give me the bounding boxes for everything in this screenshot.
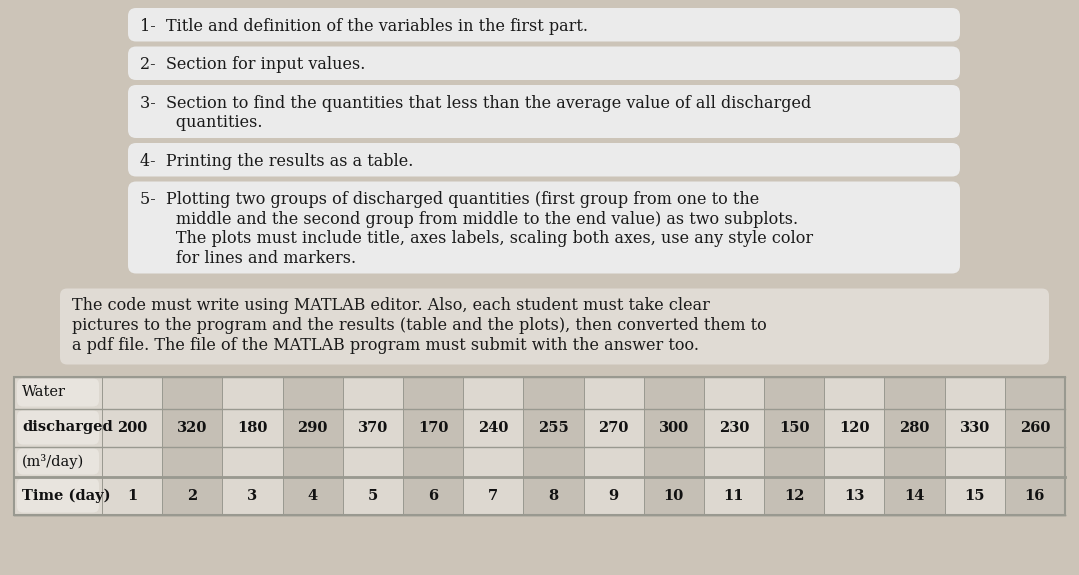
Text: 4: 4 [308,489,317,503]
Bar [764,377,824,515]
Text: 3-  Section to find the quantities that less than the average value of all disch: 3- Section to find the quantities that l… [140,95,811,112]
Bar [704,377,764,515]
FancyBboxPatch shape [17,478,99,512]
Text: 320: 320 [177,420,207,435]
Text: 11: 11 [724,489,745,503]
FancyBboxPatch shape [60,289,1049,365]
Text: for lines and markers.: for lines and markers. [140,250,356,267]
Text: middle and the second group from middle to the end value) as two subplots.: middle and the second group from middle … [140,211,798,228]
Text: 10: 10 [664,489,684,503]
Text: 300: 300 [658,420,688,435]
FancyBboxPatch shape [128,8,960,41]
Bar [584,377,644,515]
Bar [463,377,523,515]
Text: 240: 240 [478,420,508,435]
Text: 6: 6 [428,489,438,503]
Text: 5-  Plotting two groups of discharged quantities (first group from one to the: 5- Plotting two groups of discharged qua… [140,191,760,208]
Bar [402,377,463,515]
Bar [644,377,704,515]
Text: 9: 9 [609,489,618,503]
FancyBboxPatch shape [128,85,960,138]
Text: 16: 16 [1025,489,1046,503]
FancyBboxPatch shape [17,411,99,444]
Text: 2: 2 [187,489,197,503]
Text: 8: 8 [548,489,559,503]
Text: 230: 230 [719,420,749,435]
Text: 3: 3 [247,489,258,503]
Bar [523,377,584,515]
Text: 1: 1 [127,489,137,503]
Text: a pdf file. The file of the MATLAB program must submit with the answer too.: a pdf file. The file of the MATLAB progr… [72,336,699,354]
Text: 370: 370 [358,420,388,435]
Text: pictures to the program and the results (table and the plots), then converted th: pictures to the program and the results … [72,316,767,333]
Bar [283,377,343,515]
Text: discharged: discharged [22,420,112,435]
Text: 170: 170 [418,420,448,435]
Text: 120: 120 [839,420,870,435]
Text: 330: 330 [959,420,989,435]
Text: 2-  Section for input values.: 2- Section for input values. [140,56,366,74]
Text: Time (day): Time (day) [22,488,110,503]
Text: quantities.: quantities. [140,114,262,132]
Text: 5: 5 [368,489,378,503]
FancyBboxPatch shape [128,182,960,274]
Text: 15: 15 [965,489,985,503]
Bar [14,377,1065,515]
Text: (m³/day): (m³/day) [22,454,84,469]
FancyBboxPatch shape [17,378,99,407]
Bar [162,377,222,515]
Text: Water: Water [22,385,66,400]
Text: 12: 12 [784,489,805,503]
Text: 1-  Title and definition of the variables in the first part.: 1- Title and definition of the variables… [140,18,588,35]
Bar [222,377,283,515]
Text: 290: 290 [298,420,328,435]
Text: 7: 7 [488,489,498,503]
Bar [1005,377,1065,515]
Text: The code must write using MATLAB editor. Also, each student must take clear: The code must write using MATLAB editor.… [72,297,710,313]
Text: 280: 280 [899,420,930,435]
Text: 4-  Printing the results as a table.: 4- Printing the results as a table. [140,153,413,170]
Text: 14: 14 [904,489,925,503]
Text: The plots must include title, axes labels, scaling both axes, use any style colo: The plots must include title, axes label… [140,231,814,247]
FancyBboxPatch shape [17,448,99,474]
FancyBboxPatch shape [128,47,960,80]
Text: 200: 200 [117,420,147,435]
Bar [103,377,162,515]
Bar [885,377,944,515]
Bar [824,377,885,515]
Bar [14,377,1065,515]
Text: 260: 260 [1020,420,1050,435]
Bar [944,377,1005,515]
Text: 270: 270 [599,420,629,435]
Text: 150: 150 [779,420,809,435]
Text: 13: 13 [844,489,864,503]
Bar [343,377,402,515]
Text: 255: 255 [538,420,569,435]
FancyBboxPatch shape [128,143,960,177]
Text: 180: 180 [237,420,268,435]
